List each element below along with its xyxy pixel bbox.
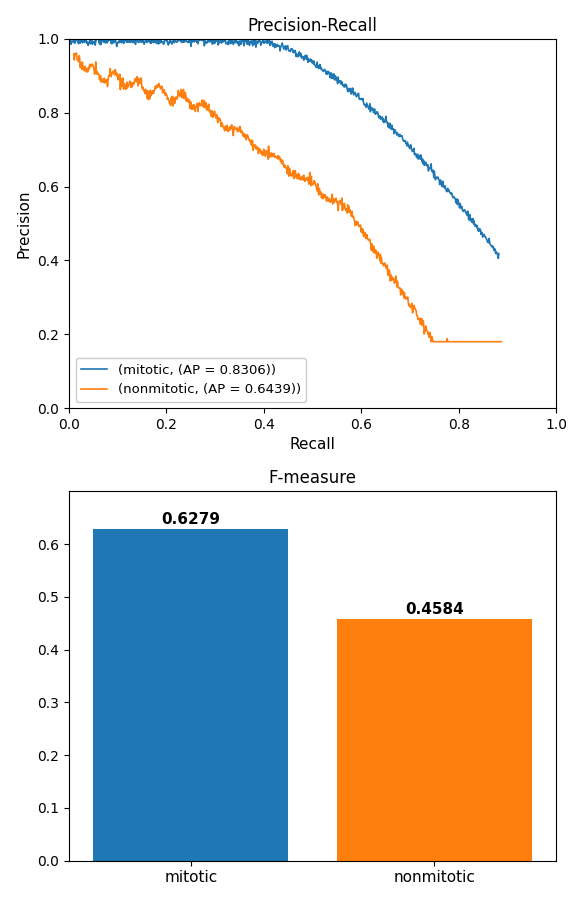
(nonmitotic, (AP = 0.6439)) (70, 49, 77, 60)
(nonmitotic, (AP = 0.6439)) (395, 282, 402, 293)
(mitotic, (AP = 0.8306)) (315, 63, 322, 74)
(nonmitotic, (AP = 0.6439)) (439, 336, 446, 347)
(mitotic, (AP = 0.8306)) (392, 124, 399, 135)
Title: Precision-Recall: Precision-Recall (248, 16, 378, 34)
(mitotic, (AP = 0.8306)) (495, 253, 502, 263)
(mitotic, (AP = 0.8306)) (339, 80, 346, 91)
(nonmitotic, (AP = 0.6439)) (331, 198, 338, 208)
(mitotic, (AP = 0.8306)) (66, 33, 73, 44)
Legend: (mitotic, (AP = 0.8306)), (nonmitotic, (AP = 0.6439)): (mitotic, (AP = 0.8306)), (nonmitotic, (… (75, 358, 306, 401)
(nonmitotic, (AP = 0.6439)) (427, 336, 434, 347)
Bar (93, 529, 288, 861)
Text: 0.4584: 0.4584 (405, 602, 464, 617)
(nonmitotic, (AP = 0.6439)) (498, 336, 505, 347)
Title: F-measure: F-measure (269, 469, 357, 487)
(nonmitotic, (AP = 0.6439)) (97, 70, 104, 81)
(mitotic, (AP = 0.8306)) (495, 248, 502, 259)
X-axis label: Recall: Recall (290, 437, 336, 453)
(mitotic, (AP = 0.8306)) (436, 175, 443, 186)
Line: (nonmitotic, (AP = 0.6439)): (nonmitotic, (AP = 0.6439)) (74, 53, 501, 342)
Line: (mitotic, (AP = 0.8306)): (mitotic, (AP = 0.8306)) (69, 39, 499, 258)
Bar (337, 619, 532, 861)
Text: 0.6279: 0.6279 (161, 512, 220, 528)
(nonmitotic, (AP = 0.6439)) (73, 48, 80, 59)
(mitotic, (AP = 0.8306)) (326, 72, 333, 83)
(nonmitotic, (AP = 0.6439)) (343, 204, 350, 215)
Y-axis label: Precision: Precision (17, 189, 32, 258)
(mitotic, (AP = 0.8306)) (92, 36, 99, 47)
(nonmitotic, (AP = 0.6439)) (319, 189, 326, 199)
